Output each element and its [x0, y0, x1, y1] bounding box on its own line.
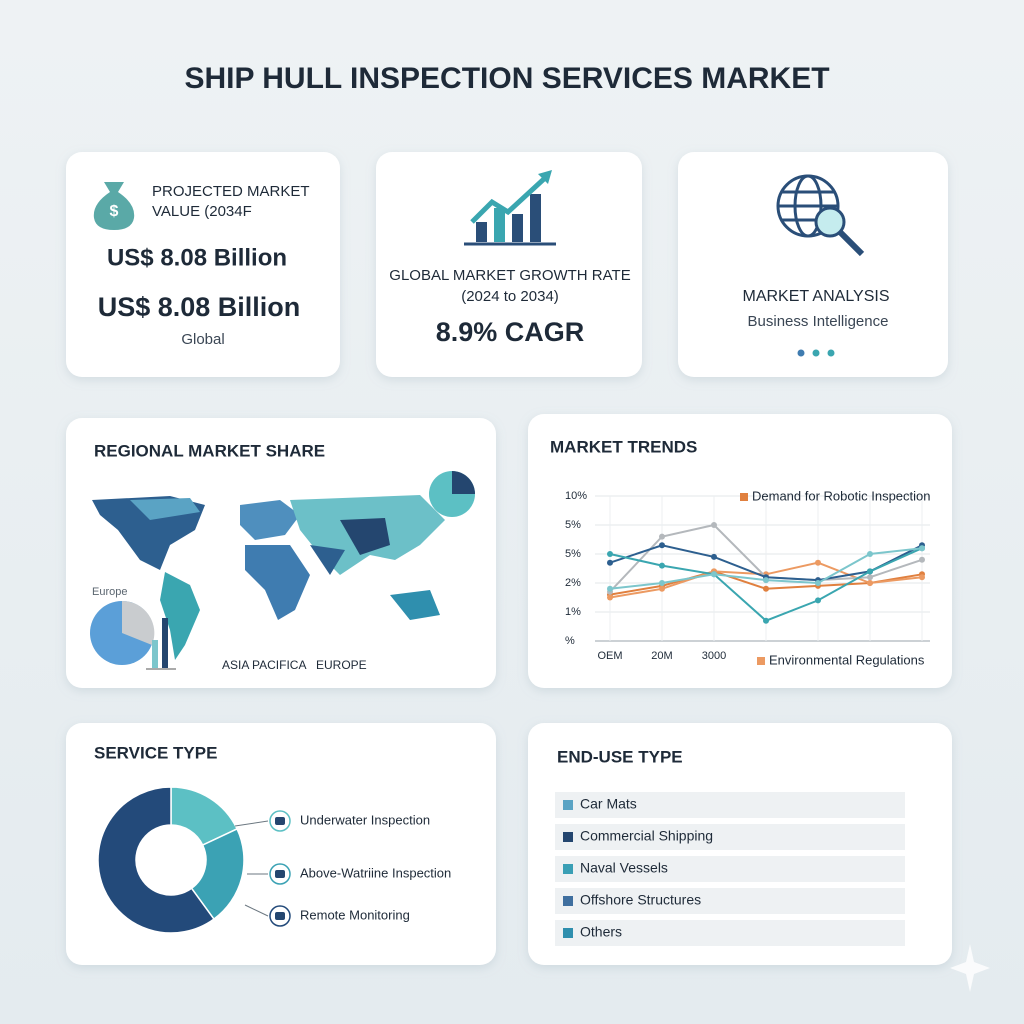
y-tick-label: 5% — [565, 548, 581, 560]
point — [659, 585, 665, 592]
section-title: END-USE TYPE — [557, 747, 683, 766]
card — [678, 152, 948, 377]
point — [711, 522, 717, 528]
dot — [797, 349, 805, 357]
legend-label: Environmental Regulations — [769, 652, 925, 667]
dot — [812, 349, 820, 357]
list-row — [555, 888, 905, 914]
point — [867, 551, 873, 557]
legend-swatch — [740, 493, 748, 501]
card-heading: GLOBAL MARKET GROWTH RATE — [389, 267, 630, 284]
legend-label: Demand for Robotic Inspection — [752, 488, 930, 503]
list-swatch — [563, 928, 573, 938]
point — [867, 574, 873, 581]
y-tick-label: % — [565, 635, 575, 647]
mini-pie — [90, 600, 155, 665]
card-heading: (2024 to 2034) — [461, 288, 559, 305]
point — [919, 574, 925, 581]
legend-swatch — [757, 657, 765, 665]
point — [867, 568, 873, 575]
end-use-list: Car Mats Commercial Shipping Naval Vessels… — [555, 792, 905, 946]
point — [659, 542, 665, 549]
y-tick-label: 2% — [565, 577, 581, 589]
section-title: SERVICE TYPE — [94, 743, 217, 762]
y-tick-label: 5% — [565, 519, 581, 531]
point — [919, 556, 925, 563]
growth-icon — [464, 170, 556, 246]
point — [815, 597, 821, 604]
point — [711, 571, 717, 578]
point — [763, 617, 769, 624]
donut-slice — [190, 827, 245, 921]
point — [867, 580, 873, 586]
point — [607, 551, 613, 557]
point — [659, 533, 665, 540]
card-value: 8.9% CAGR — [436, 317, 585, 347]
legend-icon-glyph — [275, 870, 285, 878]
legend-label: Remote Monitoring — [300, 907, 410, 922]
page-title: SHIP HULL INSPECTION SERVICES MARKET — [184, 62, 829, 95]
y-tick-label: 1% — [565, 606, 581, 618]
list-row — [555, 824, 905, 850]
point — [607, 594, 613, 601]
money-bag-icon: $ — [93, 182, 135, 230]
world-map — [92, 495, 445, 660]
legend-icon-glyph — [275, 912, 285, 920]
x-tick-label: 3000 — [702, 650, 726, 662]
section-title: REGIONAL MARKET SHARE — [94, 441, 325, 460]
point — [607, 585, 613, 592]
list-label: Naval Vessels — [580, 860, 668, 876]
point — [919, 545, 925, 552]
list-swatch — [563, 896, 573, 906]
legend-connector — [234, 820, 269, 827]
section-title: MARKET TRENDS — [550, 437, 697, 456]
card-heading: VALUE (2034F — [152, 203, 252, 220]
legend-label: Underwater Inspection — [300, 812, 430, 827]
list-label: Others — [580, 924, 622, 940]
card-value: US$ 8.08 Billion — [107, 244, 287, 271]
point — [763, 585, 769, 592]
map-label: Europe — [92, 586, 127, 598]
list-swatch — [563, 800, 573, 810]
point — [711, 553, 717, 560]
card-note: Global — [181, 331, 224, 348]
list-row — [555, 856, 905, 882]
list-label: Car Mats — [580, 796, 637, 812]
point — [763, 577, 769, 584]
card — [376, 152, 642, 377]
list-row — [555, 792, 905, 818]
legend-label: Above-Watriine Inspection — [300, 865, 451, 880]
map-label: EUROPE — [316, 658, 367, 672]
legend-icon-glyph — [275, 817, 285, 825]
mini-pie — [429, 471, 475, 517]
y-tick-label: 10% — [565, 490, 587, 502]
card-heading: PROJECTED MARKET — [152, 183, 310, 200]
mini-bars — [146, 618, 176, 670]
list-swatch — [563, 864, 573, 874]
point — [659, 580, 665, 586]
legend-connector — [244, 904, 269, 917]
dot — [827, 349, 835, 357]
list-label: Offshore Structures — [580, 892, 701, 908]
donut-slice — [97, 786, 215, 934]
card — [66, 152, 340, 377]
point — [815, 559, 821, 566]
x-tick-label: 20M — [651, 650, 672, 662]
list-label: Commercial Shipping — [580, 828, 713, 844]
svg-text:$: $ — [110, 203, 119, 220]
card-value: US$ 8.08 Billion — [98, 292, 301, 322]
globe-icon — [776, 174, 865, 257]
map-label: ASIA PACIFICA — [222, 658, 306, 672]
point — [659, 562, 665, 569]
point — [607, 559, 613, 566]
card-heading: MARKET ANALYSIS — [742, 288, 889, 305]
x-tick-label: OEM — [597, 650, 622, 662]
sparkle — [950, 944, 990, 992]
list-swatch — [563, 832, 573, 842]
point — [815, 580, 821, 586]
card-note: Business Intelligence — [748, 313, 889, 330]
list-row — [555, 920, 905, 946]
